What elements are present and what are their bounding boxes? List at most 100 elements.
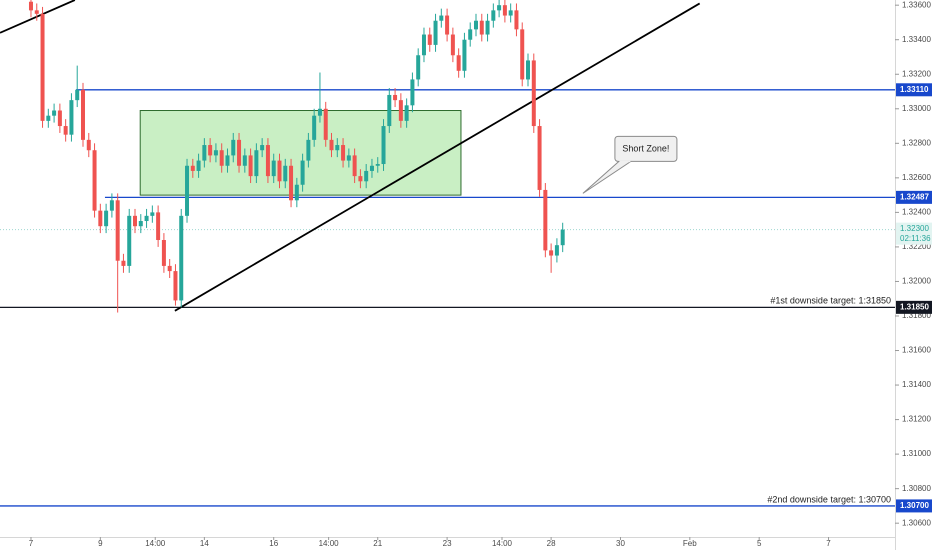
y-tick-label: 1.31000 xyxy=(902,449,931,458)
level-price-label: 1.32487 xyxy=(900,192,929,201)
candle-body xyxy=(179,215,184,301)
y-tick-label: 1.32200 xyxy=(902,242,931,251)
candle-body xyxy=(173,271,178,301)
candle-body xyxy=(352,155,357,177)
x-tick-label: 9 xyxy=(98,539,103,548)
candle-body xyxy=(369,165,374,171)
candle-body xyxy=(289,165,294,201)
candle-body xyxy=(543,189,548,251)
candle-body xyxy=(485,20,490,35)
candle-body xyxy=(439,15,444,21)
x-tick-label: 14 xyxy=(200,539,209,548)
candle-body xyxy=(138,221,143,227)
candle-body xyxy=(231,139,236,156)
candle-body xyxy=(560,229,565,246)
x-tick-label: 16 xyxy=(269,539,278,548)
candle-body xyxy=(109,200,114,211)
candle-body xyxy=(294,184,299,201)
y-tick-label: 1.31400 xyxy=(902,380,931,389)
candle-body xyxy=(410,79,415,106)
trend-line xyxy=(174,2,701,312)
candle-body xyxy=(167,265,172,272)
candle-body xyxy=(208,145,213,156)
callout-pointer xyxy=(582,160,633,194)
x-tick-label: 14:00 xyxy=(145,539,166,548)
candle-body xyxy=(306,139,311,161)
candle-body xyxy=(242,155,247,166)
y-tick-label: 1.31800 xyxy=(902,311,931,320)
candle-body xyxy=(531,60,536,127)
candle-body xyxy=(421,34,426,56)
level-price-box xyxy=(896,190,932,204)
candle-body xyxy=(196,160,201,171)
candle-body xyxy=(450,34,455,56)
y-tick-label: 1.32400 xyxy=(902,207,931,216)
candle-body xyxy=(341,145,346,161)
candle-body xyxy=(34,10,39,14)
candle-body xyxy=(92,150,97,211)
candle-body xyxy=(190,165,195,171)
candle-body xyxy=(277,160,282,182)
candle-body xyxy=(213,150,218,156)
candle-body xyxy=(133,215,138,227)
candle-body xyxy=(520,29,525,80)
x-tick-label: Feb xyxy=(683,539,697,548)
candle-body xyxy=(491,10,496,21)
candle-body xyxy=(508,10,513,16)
candle-body xyxy=(358,176,363,182)
candle-body xyxy=(502,5,507,16)
zone-rectangle xyxy=(139,110,462,196)
level-annotation: #1st downside target: 1:31850 xyxy=(770,296,891,306)
y-tick-label: 1.33200 xyxy=(902,69,931,78)
candle-body xyxy=(283,165,288,182)
candle-body xyxy=(375,164,380,166)
y-tick-label: 1.33600 xyxy=(902,0,931,9)
plot-area: #1st downside target: 1:31850 #2nd downsi… xyxy=(0,0,895,507)
candle-body xyxy=(514,10,519,30)
candle-body xyxy=(161,240,166,266)
level-price-box xyxy=(896,499,932,513)
candle-body xyxy=(202,145,207,161)
candle-body xyxy=(115,200,120,261)
candle-body xyxy=(312,115,317,140)
level-price-label: 1.33110 xyxy=(900,85,929,94)
x-tick-label: 30 xyxy=(616,539,625,548)
candle-body xyxy=(185,165,190,216)
candle-body xyxy=(271,160,276,177)
candle-body xyxy=(554,245,559,256)
x-tick-label: 28 xyxy=(547,539,556,548)
y-tick-label: 1.33000 xyxy=(902,104,931,113)
candle-body xyxy=(144,215,149,222)
candle-body xyxy=(398,100,403,121)
callout-box xyxy=(614,135,678,162)
y-tick-label: 1.32800 xyxy=(902,138,931,147)
candle-body xyxy=(427,34,432,45)
candle-body xyxy=(248,155,253,177)
candle-body xyxy=(462,39,467,71)
candle-body xyxy=(497,5,502,11)
x-tick-label: 21 xyxy=(373,539,382,548)
last-price-label: 1.32300 xyxy=(900,224,929,233)
y-tick-label: 1.31600 xyxy=(902,346,931,355)
candle-body xyxy=(393,94,398,101)
candle-body xyxy=(404,105,409,121)
candle-body xyxy=(323,108,328,140)
candle-body xyxy=(300,160,305,185)
candle-body xyxy=(526,60,531,80)
candle-body xyxy=(329,139,334,151)
candle-body xyxy=(254,150,259,177)
candle-body xyxy=(468,29,473,40)
candle-body xyxy=(479,20,484,35)
candle-body xyxy=(346,155,351,161)
y-tick-label: 1.30800 xyxy=(902,484,931,493)
candle-body xyxy=(40,13,45,121)
callout-text: Short Zone! xyxy=(622,143,669,153)
level-price-box xyxy=(896,83,932,97)
axes: 1.33600 1.33400 1.33200 1.33000 1.32800 1.326… xyxy=(29,0,932,548)
level-price-box xyxy=(896,300,932,314)
trend-line xyxy=(0,0,76,34)
candle-body xyxy=(28,1,33,11)
countdown-label: 02:11:36 xyxy=(900,234,931,243)
